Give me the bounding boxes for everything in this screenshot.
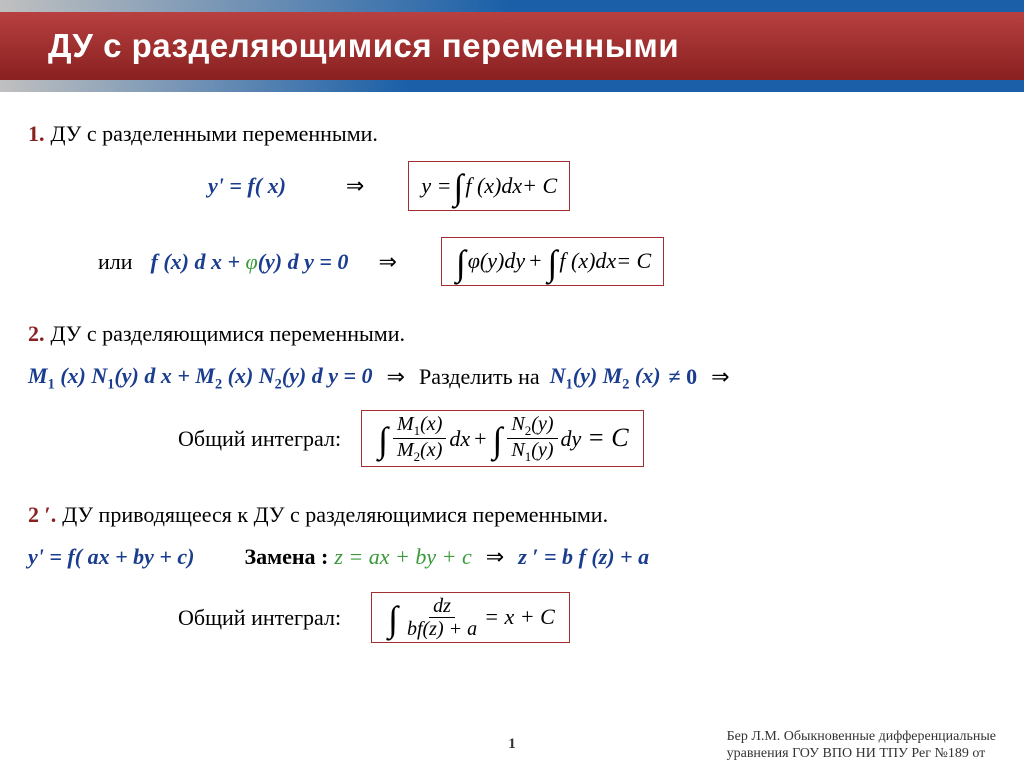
section-3-text: ДУ приводящееся к ДУ с разделяющимися пе… bbox=[62, 497, 608, 532]
s1-box1: y = ∫ f (x)dx + C bbox=[408, 161, 570, 211]
arrow-icon: ⇒ bbox=[387, 359, 405, 394]
s3-repl: Замена : bbox=[245, 539, 329, 574]
s1-box1-post: + C bbox=[522, 174, 557, 198]
s1-or: или bbox=[98, 244, 133, 279]
s1-eq2-row: или f (x) d x + φ(y) d y = 0 ⇒ ∫ φ(y)dy … bbox=[28, 233, 996, 291]
s3-gi: Общий интеграл: bbox=[178, 600, 341, 635]
s1-eq1: y' = f( x) bbox=[208, 168, 286, 203]
integral-icon: ∫ bbox=[388, 600, 398, 640]
section-2-num: 2. bbox=[28, 316, 45, 351]
arrow-icon: ⇒ bbox=[711, 359, 729, 394]
arrow-icon: ⇒ bbox=[486, 539, 504, 574]
top-accent-bar bbox=[0, 0, 1024, 12]
integral-icon: ∫ bbox=[453, 168, 463, 208]
s2-neq: ≠ 0 bbox=[669, 359, 698, 394]
s2-gi: Общий интеграл: bbox=[178, 421, 341, 456]
s2-integral-row: Общий интеграл: ∫ M1(x) M2(x) dx + ∫ N2(… bbox=[28, 406, 996, 472]
s2-box: ∫ M1(x) M2(x) dx + ∫ N2(y) N1(y) dy = C bbox=[361, 410, 644, 468]
s2-divide: Разделить на bbox=[419, 359, 540, 394]
section-3-heading: 2 ′. ДУ приводящееся к ДУ с разделяющими… bbox=[28, 497, 996, 532]
s2-frac2: N2(y) N1(y) bbox=[507, 413, 557, 465]
s2-frac1: M1(x) M2(x) bbox=[393, 413, 446, 465]
section-3-num: 2 ′. bbox=[28, 497, 56, 532]
s2-eq-row: M1 (x) N1(y) d x + M2 (x) N2(y) d y = 0 … bbox=[28, 358, 996, 396]
arrow-icon: ⇒ bbox=[346, 168, 364, 203]
section-1-num: 1. bbox=[28, 116, 45, 151]
s1-eq2b: (y) d y = 0 bbox=[258, 249, 349, 274]
s1-eq2a: f (x) d x + bbox=[151, 249, 246, 274]
s1-eq2-phi: φ bbox=[246, 249, 258, 274]
integral-icon: ∫ bbox=[548, 244, 558, 284]
arrow-icon: ⇒ bbox=[378, 244, 396, 279]
s2-eq: M1 (x) N1(y) d x + M2 (x) N2(y) d y = 0 bbox=[28, 358, 373, 396]
credit-line-2: уравнения ГОУ ВПО НИ ТПУ Рег №189 от bbox=[727, 746, 996, 763]
content-area: 1. ДУ с разделенными переменными. y' = f… bbox=[0, 92, 1024, 663]
s3-frac: dz bf(z) + a bbox=[403, 595, 481, 640]
integral-icon: ∫ bbox=[493, 421, 503, 461]
title-bar: ДУ с разделяющимися переменными bbox=[0, 12, 1024, 80]
section-1-heading: 1. ДУ с разделенными переменными. bbox=[28, 116, 996, 151]
s3-integral-row: Общий интеграл: ∫ dz bf(z) + a = x + C bbox=[28, 588, 996, 647]
section-2-heading: 2. ДУ с разделяющимися переменными. bbox=[28, 316, 996, 351]
s3-eq1: y' = f( ax + by + c) bbox=[28, 539, 195, 574]
s1-box1-int: f (x)dx bbox=[465, 174, 522, 198]
section-2-text: ДУ с разделяющимися переменными. bbox=[51, 316, 405, 351]
integral-icon: ∫ bbox=[378, 421, 388, 461]
s1-box2-b: f (x)dx bbox=[559, 249, 616, 273]
s3-zprime: z ′ = b f (z) + a bbox=[518, 539, 649, 574]
s1-box2: ∫ φ(y)dy + ∫ f (x)dx = C bbox=[441, 237, 664, 287]
s1-box2-a: φ(y)dy bbox=[468, 249, 525, 273]
s1-eq1-row: y' = f( x) ⇒ y = ∫ f (x)dx + C bbox=[28, 157, 996, 215]
s2-div-expr: N1(y) M2 (x) bbox=[550, 358, 661, 396]
s3-eq-row: y' = f( ax + by + c) Замена : z = ax + b… bbox=[28, 539, 996, 574]
s3-box-eq: = x + C bbox=[484, 605, 555, 629]
s3-box: ∫ dz bf(z) + a = x + C bbox=[371, 592, 570, 643]
s1-box1-pre: y = bbox=[421, 174, 451, 198]
integral-icon: ∫ bbox=[456, 244, 466, 284]
title-underline bbox=[0, 80, 1024, 92]
page-number: 1 bbox=[508, 736, 516, 753]
s2-box-eq: = C bbox=[587, 424, 628, 453]
section-1-text: ДУ с разделенными переменными. bbox=[51, 116, 378, 151]
footer-credit: Бер Л.М. Обыкновенные дифференциальные у… bbox=[727, 729, 996, 763]
s3-z: z = ax + by + c bbox=[334, 539, 471, 574]
s1-box2-eq: = C bbox=[616, 249, 651, 273]
credit-line-1: Бер Л.М. Обыкновенные дифференциальные bbox=[727, 729, 996, 746]
page-title: ДУ с разделяющимися переменными bbox=[48, 27, 679, 65]
footer: 1 Бер Л.М. Обыкновенные дифференциальные… bbox=[0, 729, 1024, 763]
